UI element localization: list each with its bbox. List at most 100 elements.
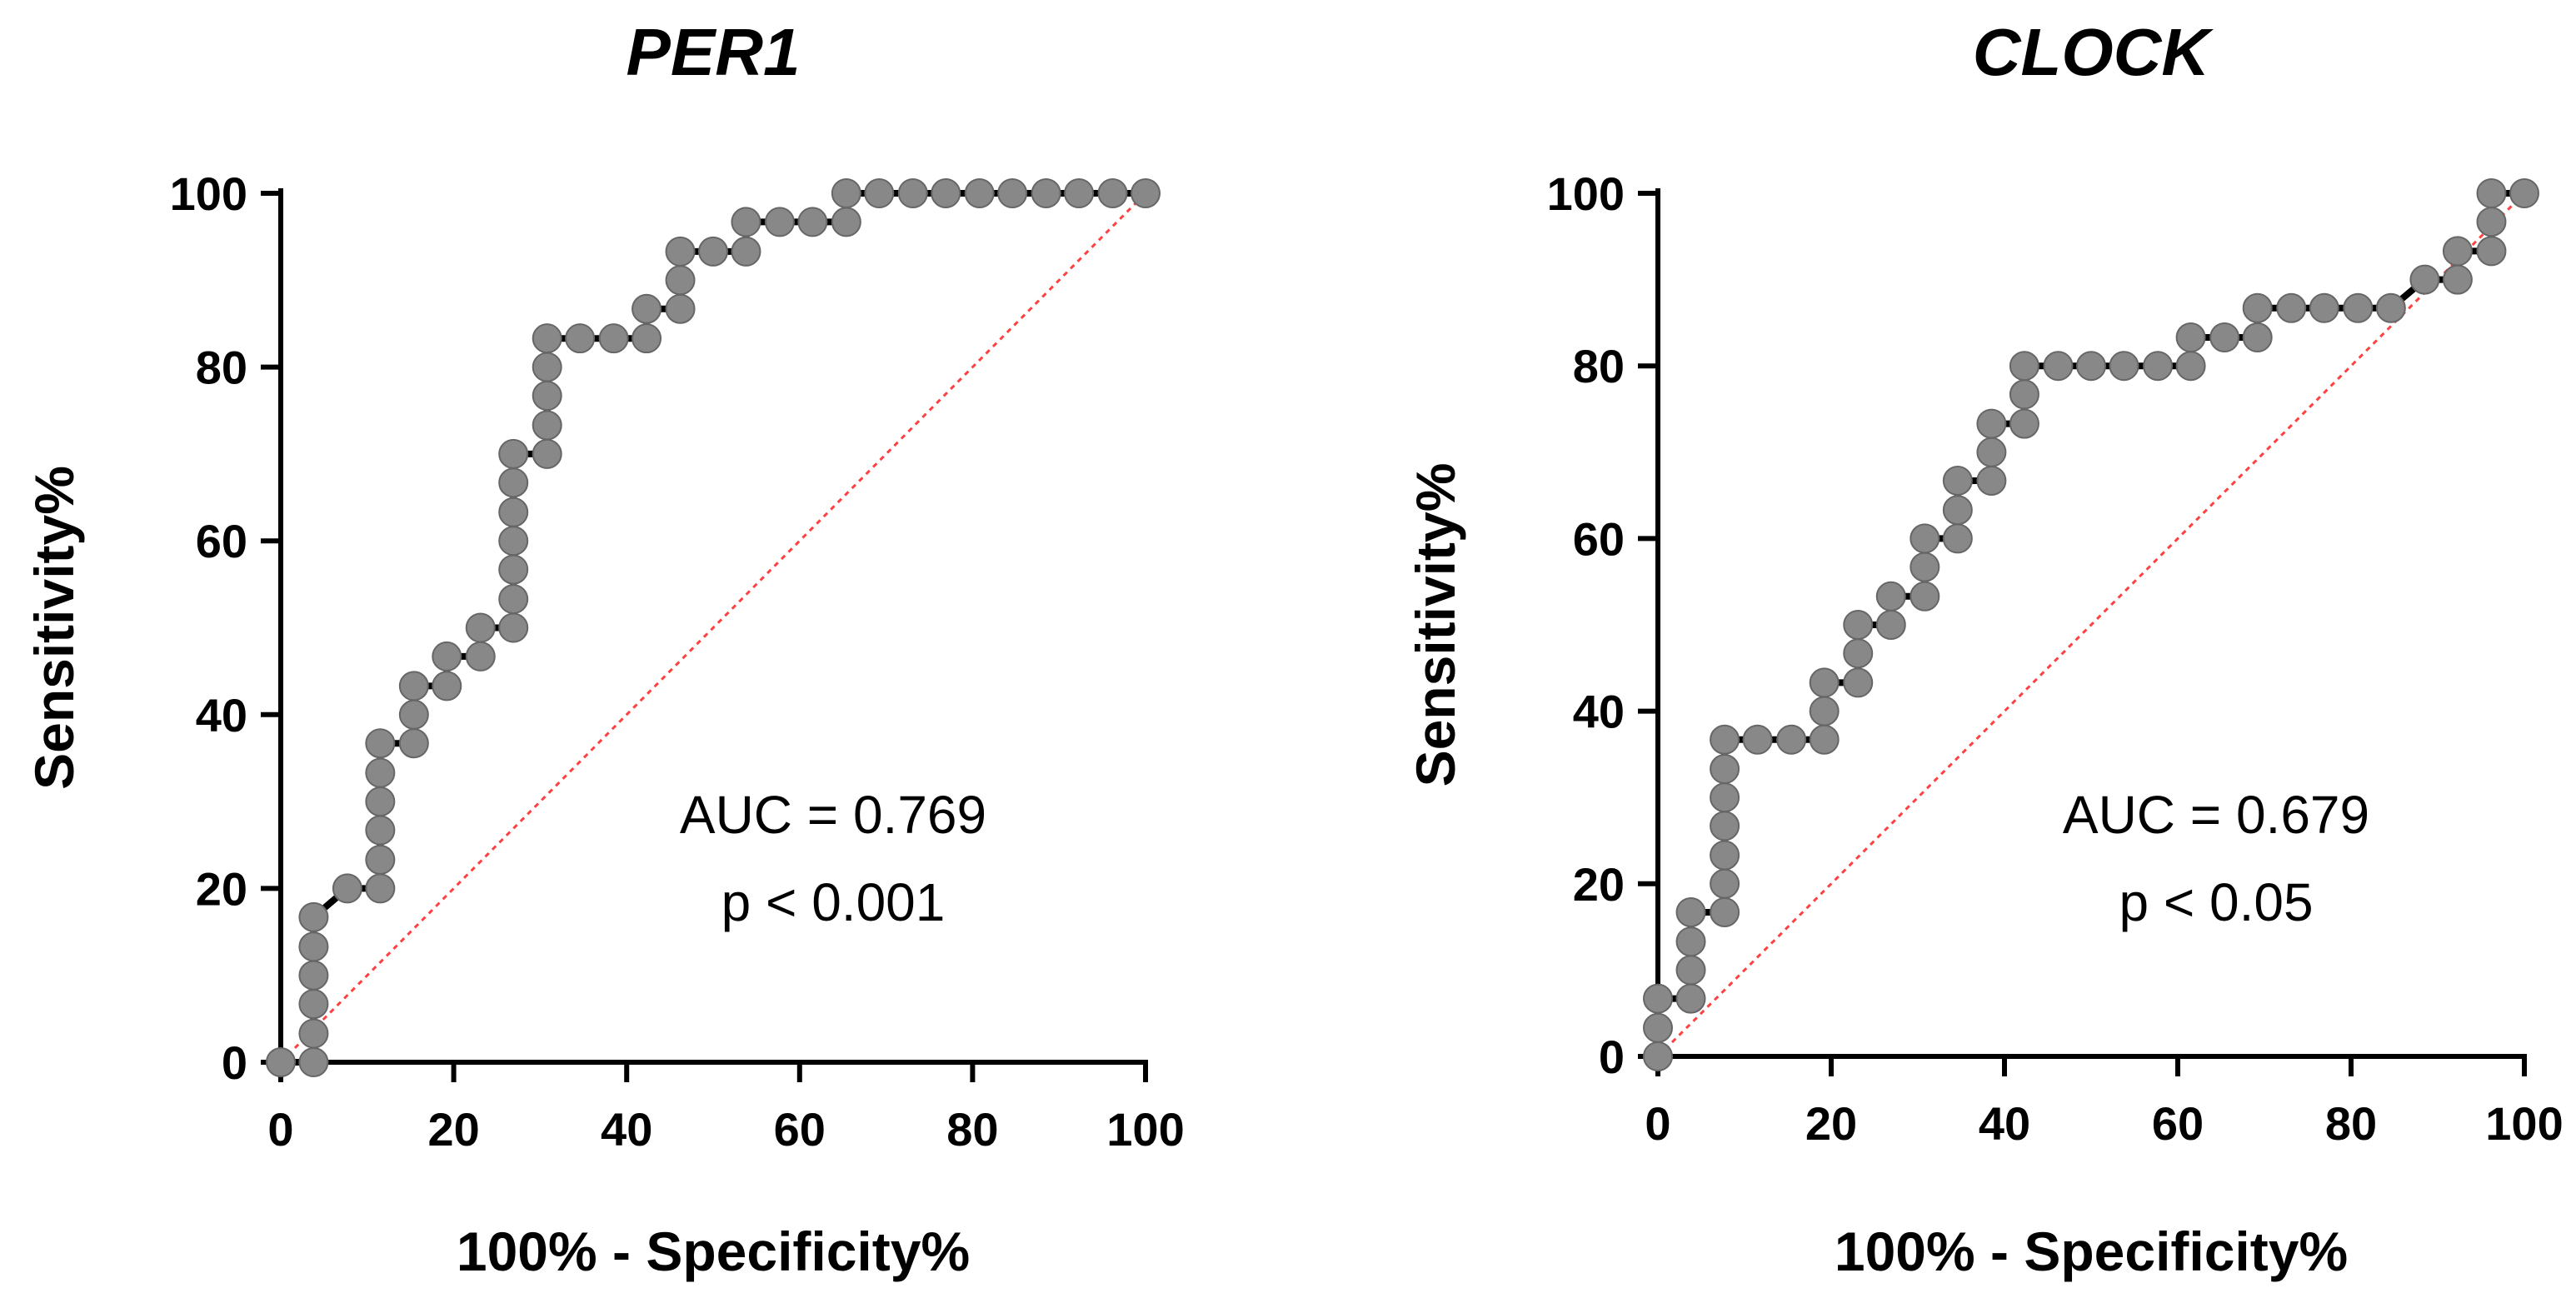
roc-data-point: [398, 699, 429, 730]
x-axis-label: 100% - Specificity%: [457, 1221, 970, 1282]
roc-data-point: [498, 467, 529, 498]
roc-data-point: [1809, 696, 1840, 726]
roc-data-point: [365, 815, 396, 846]
roc-data-point: [1875, 610, 1906, 640]
roc-data-point: [698, 236, 728, 267]
auc-annotation: AUC = 0.769: [680, 785, 986, 845]
roc-data-point: [298, 989, 329, 1020]
roc-data-point: [532, 352, 562, 382]
roc-data-point: [1031, 178, 1061, 208]
chart-panel-2: CLOCK 0 20 40 60 80 100 0 20 40 60 80 100 100% - Spec…: [1405, 15, 2564, 1282]
roc-data-point: [864, 178, 895, 208]
chart-title: PER1: [627, 15, 801, 89]
roc-data-point: [432, 671, 462, 701]
roc-data-point: [2509, 178, 2539, 208]
roc-data-point: [298, 901, 329, 932]
roc-data-point: [532, 323, 562, 354]
roc-data-point: [298, 931, 329, 962]
roc-data-point: [532, 438, 562, 469]
reference-diagonal-line: [279, 192, 1147, 1064]
roc-data-point: [1643, 983, 1673, 1014]
y-tick-label: 20: [196, 862, 247, 915]
roc-data-point: [266, 1047, 296, 1077]
y-tick-label: 100: [170, 167, 247, 220]
roc-data-point: [1809, 667, 1840, 698]
x-tick-label: 0: [1645, 1097, 1670, 1150]
roc-data-point: [1710, 896, 1740, 927]
x-tick-label: 0: [267, 1103, 293, 1156]
x-tick-label: 20: [1805, 1097, 1857, 1150]
x-tick-label: 20: [427, 1103, 479, 1156]
roc-data-point: [2009, 351, 2039, 382]
roc-data-point: [2476, 207, 2507, 237]
roc-data-point: [665, 293, 696, 324]
roc-data-point: [2309, 292, 2339, 323]
roc-data-point: [2442, 264, 2473, 295]
roc-data-point: [398, 671, 429, 701]
y-tick-label: 100: [1547, 167, 1625, 220]
roc-data-point: [665, 265, 696, 296]
roc-data-point: [498, 497, 529, 527]
roc-data-point: [1064, 178, 1095, 208]
y-tick-label: 20: [1573, 858, 1625, 911]
roc-data-point: [2043, 351, 2074, 382]
roc-data-point: [298, 1018, 329, 1049]
roc-data-point: [532, 381, 562, 412]
roc-data-point: [2109, 351, 2139, 382]
roc-data-point: [1710, 754, 1740, 785]
roc-data-point: [1675, 955, 1706, 986]
roc-data-point: [1910, 523, 1940, 554]
roc-data-point: [1843, 638, 1874, 669]
roc-data-point: [465, 641, 496, 671]
y-tick-label: 0: [222, 1036, 247, 1089]
roc-data-point: [365, 786, 396, 817]
roc-data-point: [298, 1047, 329, 1077]
roc-data-point: [1942, 495, 1973, 526]
roc-data-point: [1675, 896, 1706, 927]
roc-data-point: [298, 960, 329, 991]
roc-data-point: [2143, 351, 2174, 382]
p-value-annotation: p < 0.05: [2119, 872, 2313, 932]
roc-data-point: [498, 612, 529, 643]
roc-data-point: [2175, 322, 2206, 353]
roc-data-point: [764, 207, 795, 237]
roc-data-point: [2276, 292, 2307, 323]
roc-data-point: [398, 728, 429, 759]
roc-data-point: [665, 236, 696, 267]
roc-data-point: [797, 207, 828, 237]
roc-data-point: [498, 584, 529, 615]
roc-data-point: [498, 526, 529, 557]
roc-data-point: [532, 410, 562, 441]
x-tick-label: 60: [774, 1103, 826, 1156]
roc-data-point: [1976, 465, 2007, 496]
roc-data-point: [2209, 322, 2240, 353]
roc-data-point: [365, 757, 396, 788]
roc-data-point: [598, 323, 629, 354]
x-tick-label: 100: [1106, 1103, 1184, 1156]
x-tick-label: 40: [601, 1103, 652, 1156]
roc-data-point: [365, 728, 396, 759]
y-tick-label: 40: [1573, 686, 1625, 738]
chart-title: CLOCK: [1973, 15, 2214, 89]
roc-data-point: [1976, 437, 2007, 467]
y-tick-label: 60: [1573, 512, 1625, 565]
x-tick-label: 80: [2325, 1097, 2377, 1150]
roc-data-point: [997, 178, 1028, 208]
x-tick-label: 40: [1979, 1097, 2030, 1150]
roc-data-point: [1843, 610, 1874, 640]
roc-data-point: [831, 178, 861, 208]
roc-data-point: [1843, 667, 1874, 698]
y-tick-label: 60: [196, 515, 247, 567]
roc-data-point: [731, 236, 761, 267]
roc-data-point: [2242, 322, 2273, 353]
roc-data-point: [632, 323, 662, 354]
p-value-annotation: p < 0.001: [721, 872, 946, 932]
roc-data-point: [632, 293, 662, 324]
roc-data-point: [1976, 408, 2007, 439]
roc-data-point: [1710, 840, 1740, 871]
roc-data-point: [1710, 811, 1740, 841]
roc-data-point: [2343, 292, 2374, 323]
roc-data-point: [432, 641, 462, 671]
roc-data-point: [2076, 351, 2106, 382]
